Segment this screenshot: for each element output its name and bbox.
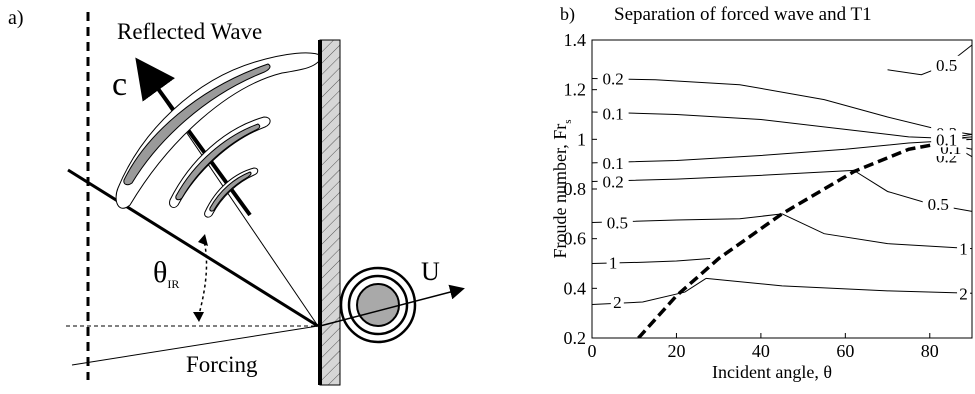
theta-label: θIR bbox=[153, 256, 179, 291]
contour-label-bg bbox=[597, 153, 629, 171]
contour-label: 0.1 bbox=[602, 154, 623, 173]
contour-label: 0.5 bbox=[928, 195, 949, 214]
contour-label: 0.1 bbox=[602, 104, 623, 123]
contour-label: 0.5 bbox=[607, 214, 628, 233]
contour-label-bg bbox=[931, 130, 963, 148]
y-tick-label: 0.6 bbox=[564, 229, 587, 249]
x-tick-label: 40 bbox=[752, 341, 770, 361]
contour-line bbox=[853, 169, 972, 212]
contour-label: 1 bbox=[959, 240, 968, 259]
theta-angle-arc bbox=[197, 236, 208, 319]
c-label: c bbox=[112, 66, 127, 103]
contour-label-bg bbox=[597, 69, 629, 87]
axis-ticks: 0 20 40 60 80 0.2 0.4 0.6 0.8 1 1.2 1.4 bbox=[564, 30, 939, 361]
reflected-wave-label: Reflected Wave bbox=[117, 19, 262, 44]
forcing-label: Forcing bbox=[186, 352, 258, 377]
y-tick-label: 1 bbox=[577, 129, 586, 149]
panel-a-label: a) bbox=[8, 7, 24, 29]
contour-label-bg bbox=[601, 213, 633, 231]
wave-crest-shaded bbox=[123, 63, 271, 186]
x-tick-label: 80 bbox=[921, 341, 939, 361]
boundary-curve bbox=[637, 140, 964, 338]
contour-line bbox=[592, 213, 783, 224]
contour-label-bg bbox=[957, 284, 971, 302]
contour-line bbox=[705, 277, 972, 294]
x-tick-label: 60 bbox=[836, 341, 854, 361]
contour-label-bg bbox=[957, 239, 971, 257]
theta-arrow-tip-top bbox=[198, 234, 208, 246]
cylinder-core bbox=[356, 283, 400, 327]
wave-crest-outer bbox=[115, 52, 323, 209]
x-tick-label: 20 bbox=[667, 341, 685, 361]
boundary-dashed-line bbox=[637, 140, 964, 338]
wave-crest-inner-shaded bbox=[209, 171, 252, 212]
contour-line bbox=[592, 169, 854, 183]
wall-hatch bbox=[319, 39, 341, 386]
contour-label: 2 bbox=[959, 284, 968, 303]
contour-label: 0.1 bbox=[936, 130, 957, 149]
panel-b-label: b) bbox=[560, 4, 575, 25]
forcing-line bbox=[71, 325, 319, 366]
contour-line bbox=[592, 111, 972, 140]
panel-b-chart: b) Separation of forced wave and T1 0 20 4… bbox=[550, 4, 973, 382]
y-tick-label: 0.2 bbox=[564, 328, 587, 348]
wave-crest-inner-outer bbox=[204, 167, 259, 218]
contour-label-bg bbox=[931, 55, 963, 73]
contour-label: 0.5 bbox=[936, 56, 957, 75]
contour-label: 0.2 bbox=[602, 69, 623, 88]
contour-line bbox=[592, 77, 972, 135]
contour-label-bg bbox=[597, 172, 629, 190]
contour-lines bbox=[592, 44, 972, 305]
wavefront-line bbox=[67, 168, 319, 328]
x-axis-label: Incident angle, θ bbox=[712, 362, 832, 382]
contour-line bbox=[592, 277, 707, 305]
contour-label: 2 bbox=[613, 293, 622, 312]
contour-label: 1 bbox=[609, 253, 618, 272]
theta-arrow-tip-bottom bbox=[193, 312, 204, 322]
wave-crest-middle-shaded bbox=[175, 123, 261, 201]
chart-title: Separation of forced wave and T1 bbox=[614, 4, 872, 25]
y-tick-label: 0.8 bbox=[564, 179, 587, 199]
y-tick-label: 1.2 bbox=[564, 80, 587, 100]
plot-frame bbox=[591, 39, 973, 339]
contour-label-bg bbox=[610, 292, 624, 310]
y-axis-label: Froude number, Frs bbox=[550, 119, 574, 258]
panel-a-diagram: a) Reflected Wave c U θIR Forcing bbox=[8, 7, 465, 386]
contour-line bbox=[592, 138, 972, 164]
y-tick-label: 0.4 bbox=[564, 278, 587, 298]
contour-label-bg bbox=[606, 253, 620, 271]
contour-line bbox=[781, 213, 972, 250]
contour-label-bg bbox=[922, 194, 954, 212]
x-tick-label: 0 bbox=[588, 341, 597, 361]
contour-label: 0.2 bbox=[602, 173, 623, 192]
u-arrow bbox=[319, 284, 465, 327]
y-tick-label: 1.4 bbox=[564, 30, 587, 50]
contour-label-bg bbox=[597, 104, 629, 122]
u-label: U bbox=[421, 257, 440, 286]
